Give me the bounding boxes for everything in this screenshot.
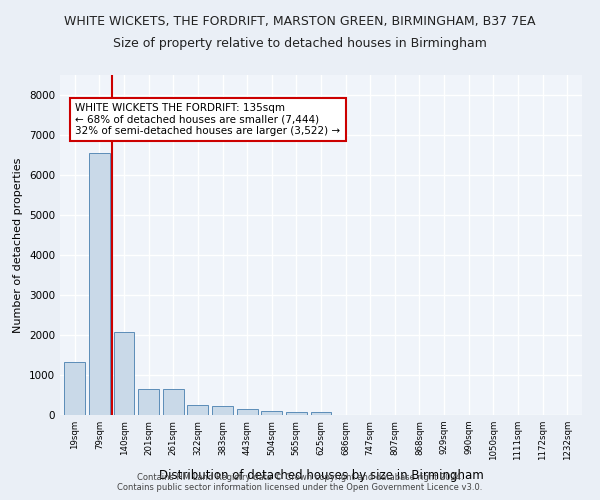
Bar bbox=[187, 404, 208, 415]
Bar bbox=[236, 410, 257, 415]
Bar bbox=[113, 332, 134, 415]
X-axis label: Distribution of detached houses by size in Birmingham: Distribution of detached houses by size … bbox=[158, 468, 484, 481]
Text: Contains HM Land Registry data © Crown copyright and database right 2024.
Contai: Contains HM Land Registry data © Crown c… bbox=[118, 473, 482, 492]
Bar bbox=[261, 411, 282, 415]
Bar bbox=[89, 152, 110, 415]
Bar bbox=[163, 390, 184, 415]
Bar bbox=[311, 412, 331, 415]
Y-axis label: Number of detached properties: Number of detached properties bbox=[13, 158, 23, 332]
Bar bbox=[138, 388, 159, 415]
Bar bbox=[64, 362, 85, 415]
Text: Size of property relative to detached houses in Birmingham: Size of property relative to detached ho… bbox=[113, 38, 487, 51]
Text: WHITE WICKETS THE FORDRIFT: 135sqm
← 68% of detached houses are smaller (7,444)
: WHITE WICKETS THE FORDRIFT: 135sqm ← 68%… bbox=[75, 103, 340, 136]
Bar bbox=[286, 412, 307, 415]
Bar bbox=[212, 406, 233, 415]
Text: WHITE WICKETS, THE FORDRIFT, MARSTON GREEN, BIRMINGHAM, B37 7EA: WHITE WICKETS, THE FORDRIFT, MARSTON GRE… bbox=[64, 15, 536, 28]
